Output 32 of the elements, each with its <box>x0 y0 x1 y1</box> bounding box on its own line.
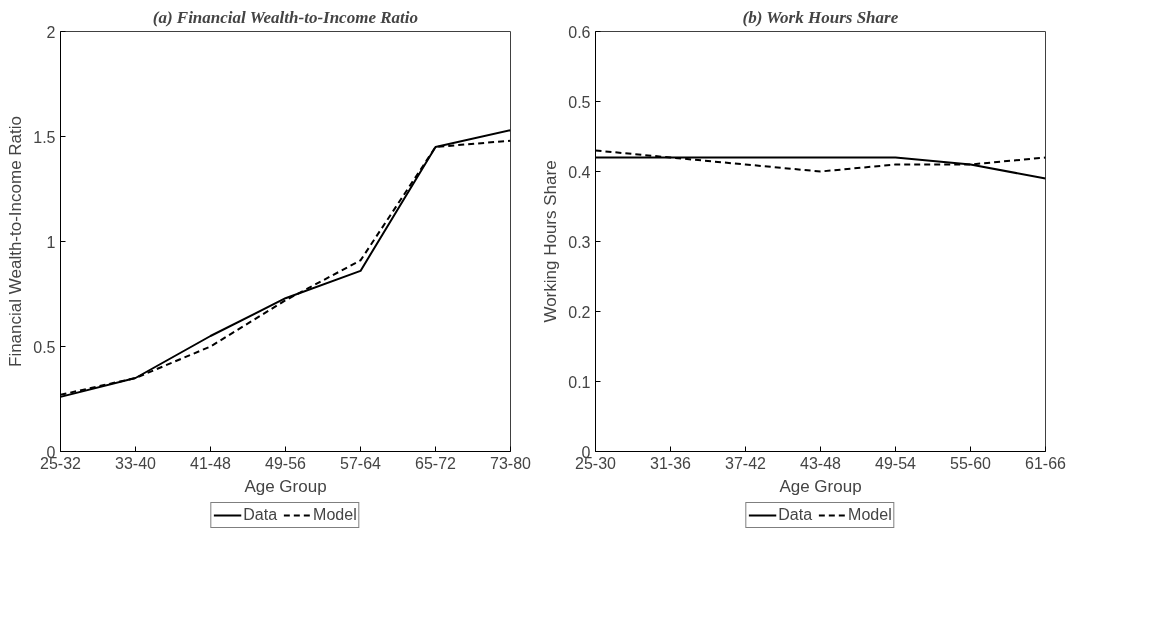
y-tick-label: 0.3 <box>568 233 591 251</box>
x-tick-label: 65-72 <box>415 454 457 472</box>
x-tick-label: 31-36 <box>650 454 692 472</box>
legend-label: Data <box>778 506 813 524</box>
y-tick-label: 2 <box>46 23 56 41</box>
chart-title: (b) Work Hours Share <box>742 7 899 27</box>
y-tick-label: 0.6 <box>568 23 591 41</box>
y-tick-label: 1.5 <box>33 128 56 146</box>
legend-label: Data <box>243 506 278 524</box>
legend-label: Model <box>313 506 357 524</box>
y-tick-label: 0.2 <box>568 303 591 321</box>
x-tick-label: 37-42 <box>725 454 767 472</box>
x-axis-title: Age Group <box>244 476 327 496</box>
y-tick-label: 0.5 <box>33 338 56 356</box>
x-tick-label: 61-66 <box>1025 454 1067 472</box>
x-tick-label: 41-48 <box>190 454 232 472</box>
chart-title: (a) Financial Wealth-to-Income Ratio <box>152 7 418 27</box>
x-tick-label: 57-64 <box>340 454 382 472</box>
y-tick-label: 1 <box>46 233 56 251</box>
x-tick-label: 49-54 <box>875 454 917 472</box>
y-axis-title: Working Hours Share <box>541 160 561 323</box>
x-tick-label: 73-80 <box>490 454 532 472</box>
x-axis-title: Age Group <box>779 476 862 496</box>
x-tick-label: 43-48 <box>800 454 842 472</box>
y-tick-label: 0.5 <box>568 93 591 111</box>
y-axis-title: Financial Wealth-to-Income Ratio <box>6 115 26 368</box>
y-tick-label: 0.1 <box>568 373 591 391</box>
y-tick-label: 0.4 <box>568 163 591 181</box>
legend-label: Model <box>848 506 892 524</box>
x-tick-label: 33-40 <box>115 454 157 472</box>
x-tick-label: 49-56 <box>265 454 307 472</box>
x-tick-label: 55-60 <box>950 454 992 472</box>
